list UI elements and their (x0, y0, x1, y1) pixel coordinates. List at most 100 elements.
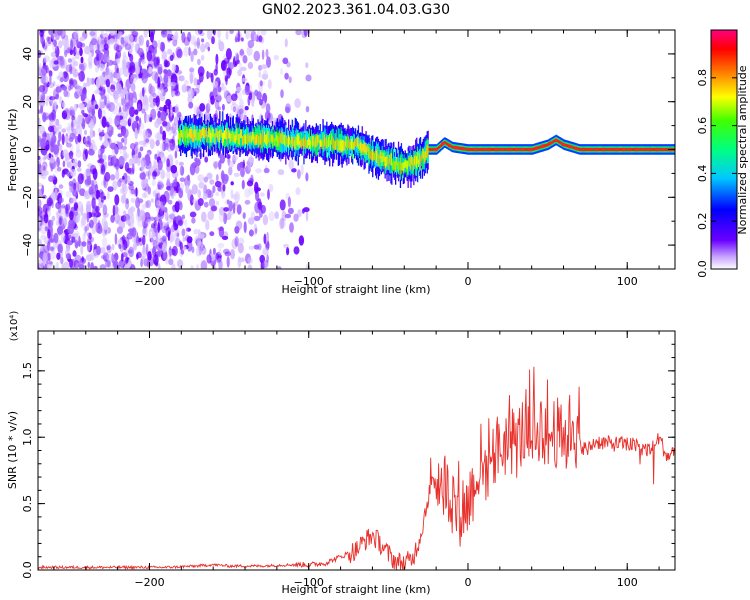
spectral-peak-dot (621, 147, 626, 152)
spectral-noise-blob (261, 73, 269, 80)
spectral-noise-blob (235, 220, 243, 231)
spectral-noise-blob (98, 158, 105, 164)
spectral-noise-blob (49, 250, 56, 260)
spectral-noise-blob (38, 65, 41, 74)
spectral-noise-blob (131, 227, 137, 238)
spectral-noise-blob (107, 117, 113, 125)
spectral-ridge-cell (425, 148, 427, 158)
spectral-noise-blob (54, 127, 60, 135)
y-tick-label: 0.5 (21, 495, 34, 512)
spectral-ridge-cell (389, 154, 391, 164)
spectral-noise-blob (305, 106, 310, 113)
spectral-ridge-cell (328, 136, 330, 148)
spectral-ridge-cell (506, 147, 509, 152)
spectral-noise-blob (257, 201, 263, 210)
spectral-noise-blob (113, 93, 119, 104)
spectral-noise-blob (80, 61, 87, 71)
spectral-noise-blob (268, 183, 274, 192)
spectral-ridge-cell (390, 152, 392, 166)
spectral-noise-blob (77, 133, 82, 143)
spectral-noise-blob (294, 98, 301, 108)
spectral-noise-blob (241, 77, 248, 82)
spectral-noise-blob (88, 51, 94, 58)
spectral-noise-blob (73, 259, 80, 269)
spectral-noise-blob (187, 174, 190, 182)
spectral-ridge-cell (352, 137, 354, 149)
spectral-ridge-cell (356, 137, 359, 148)
spectral-noise-blob (38, 216, 41, 226)
spectral-ridge-cell (318, 135, 320, 144)
spectral-noise-blob (137, 103, 142, 112)
y-tick-label: 1.0 (21, 428, 34, 446)
spectral-ridge-cell (485, 147, 488, 152)
spectral-ridge-cell (653, 147, 655, 152)
spectral-ridge-cell (361, 143, 363, 156)
spectral-noise-blob (234, 236, 239, 247)
spectral-ridge-cell (221, 129, 223, 138)
spectral-noise-blob (137, 129, 142, 135)
spectral-noise-blob (97, 219, 101, 230)
spectral-noise-blob (72, 71, 79, 78)
spectral-noise-blob (205, 219, 210, 231)
spectral-noise-blob (217, 30, 221, 39)
spectral-noise-blob (155, 193, 159, 205)
spectral-noise-blob (267, 79, 272, 89)
spectral-ridge-cell (316, 134, 318, 146)
colorbar-tick-label: 0.6 (696, 117, 709, 135)
spectral-peak-dot (494, 147, 499, 152)
spectral-noise-blob (200, 43, 206, 53)
spectral-ridge-cell (212, 129, 214, 137)
spectral-ridge-cell (354, 138, 357, 156)
spectral-noise-blob (100, 191, 105, 203)
spectral-noise-blob (58, 143, 63, 152)
spectral-ridge-cell (466, 147, 468, 151)
spectral-noise-blob (75, 149, 82, 159)
spectral-ridge-cell (214, 133, 216, 145)
spectral-ridge-cell (195, 129, 197, 141)
spectral-peak-dot (641, 147, 646, 152)
spectral-ridge-cell (334, 141, 337, 150)
spectral-ridge-cell (218, 131, 220, 143)
spectral-ridge-cell (180, 130, 182, 141)
spectral-noise-blob (286, 247, 290, 256)
spectral-noise-blob (38, 199, 42, 208)
spectral-noise-blob (137, 198, 144, 204)
spectral-noise-blob (291, 168, 297, 173)
spectral-noise-blob (277, 266, 282, 269)
spectral-noise-blob (218, 259, 223, 269)
spectral-noise-blob (132, 242, 137, 251)
colorbar: 0.0 0.2 0.4 0.6 0.8 Normalized spectral ampl… (696, 29, 749, 278)
spectral-ridge-cell (538, 145, 540, 150)
spectral-noise-blob (77, 173, 84, 185)
spectral-noise-blob (142, 87, 145, 97)
spectral-ridge-cell (492, 147, 494, 152)
spectral-noise-blob (259, 98, 263, 106)
spectral-noise-blob (130, 197, 136, 203)
spectral-noise-blob (220, 170, 225, 181)
spectral-peak-dot (441, 141, 445, 146)
spectral-noise-blob (223, 86, 227, 98)
spectral-noise-blob (158, 263, 161, 269)
spectral-ridge-cell (413, 158, 415, 171)
spectral-ridge-cell (270, 134, 273, 142)
spectral-noise-blob (147, 169, 151, 180)
spectral-noise-blob (129, 206, 136, 213)
spectral-ridge-cell (360, 142, 362, 153)
spectral-noise-blob (305, 74, 312, 82)
spectral-noise-blob (225, 30, 229, 40)
spectral-noise-blob (196, 237, 202, 248)
spectral-noise-blob (234, 200, 239, 207)
spectral-ridge-cell (366, 146, 368, 156)
spectral-noise-blob (76, 207, 82, 219)
spectral-noise-blob (139, 172, 146, 181)
spectral-noise-blob (73, 30, 79, 40)
spectral-ridge-cell (365, 145, 367, 155)
spectral-noise-blob (124, 43, 132, 51)
spectral-ridge-cell (652, 147, 654, 152)
spectral-noise-blob (39, 125, 46, 134)
spectral-ridge-cell (626, 147, 628, 152)
spectral-ridge-cell (353, 133, 355, 150)
spectral-ridge-cell (268, 138, 271, 148)
spectral-noise-blob (119, 187, 125, 194)
spectral-noise-blob (84, 137, 89, 145)
